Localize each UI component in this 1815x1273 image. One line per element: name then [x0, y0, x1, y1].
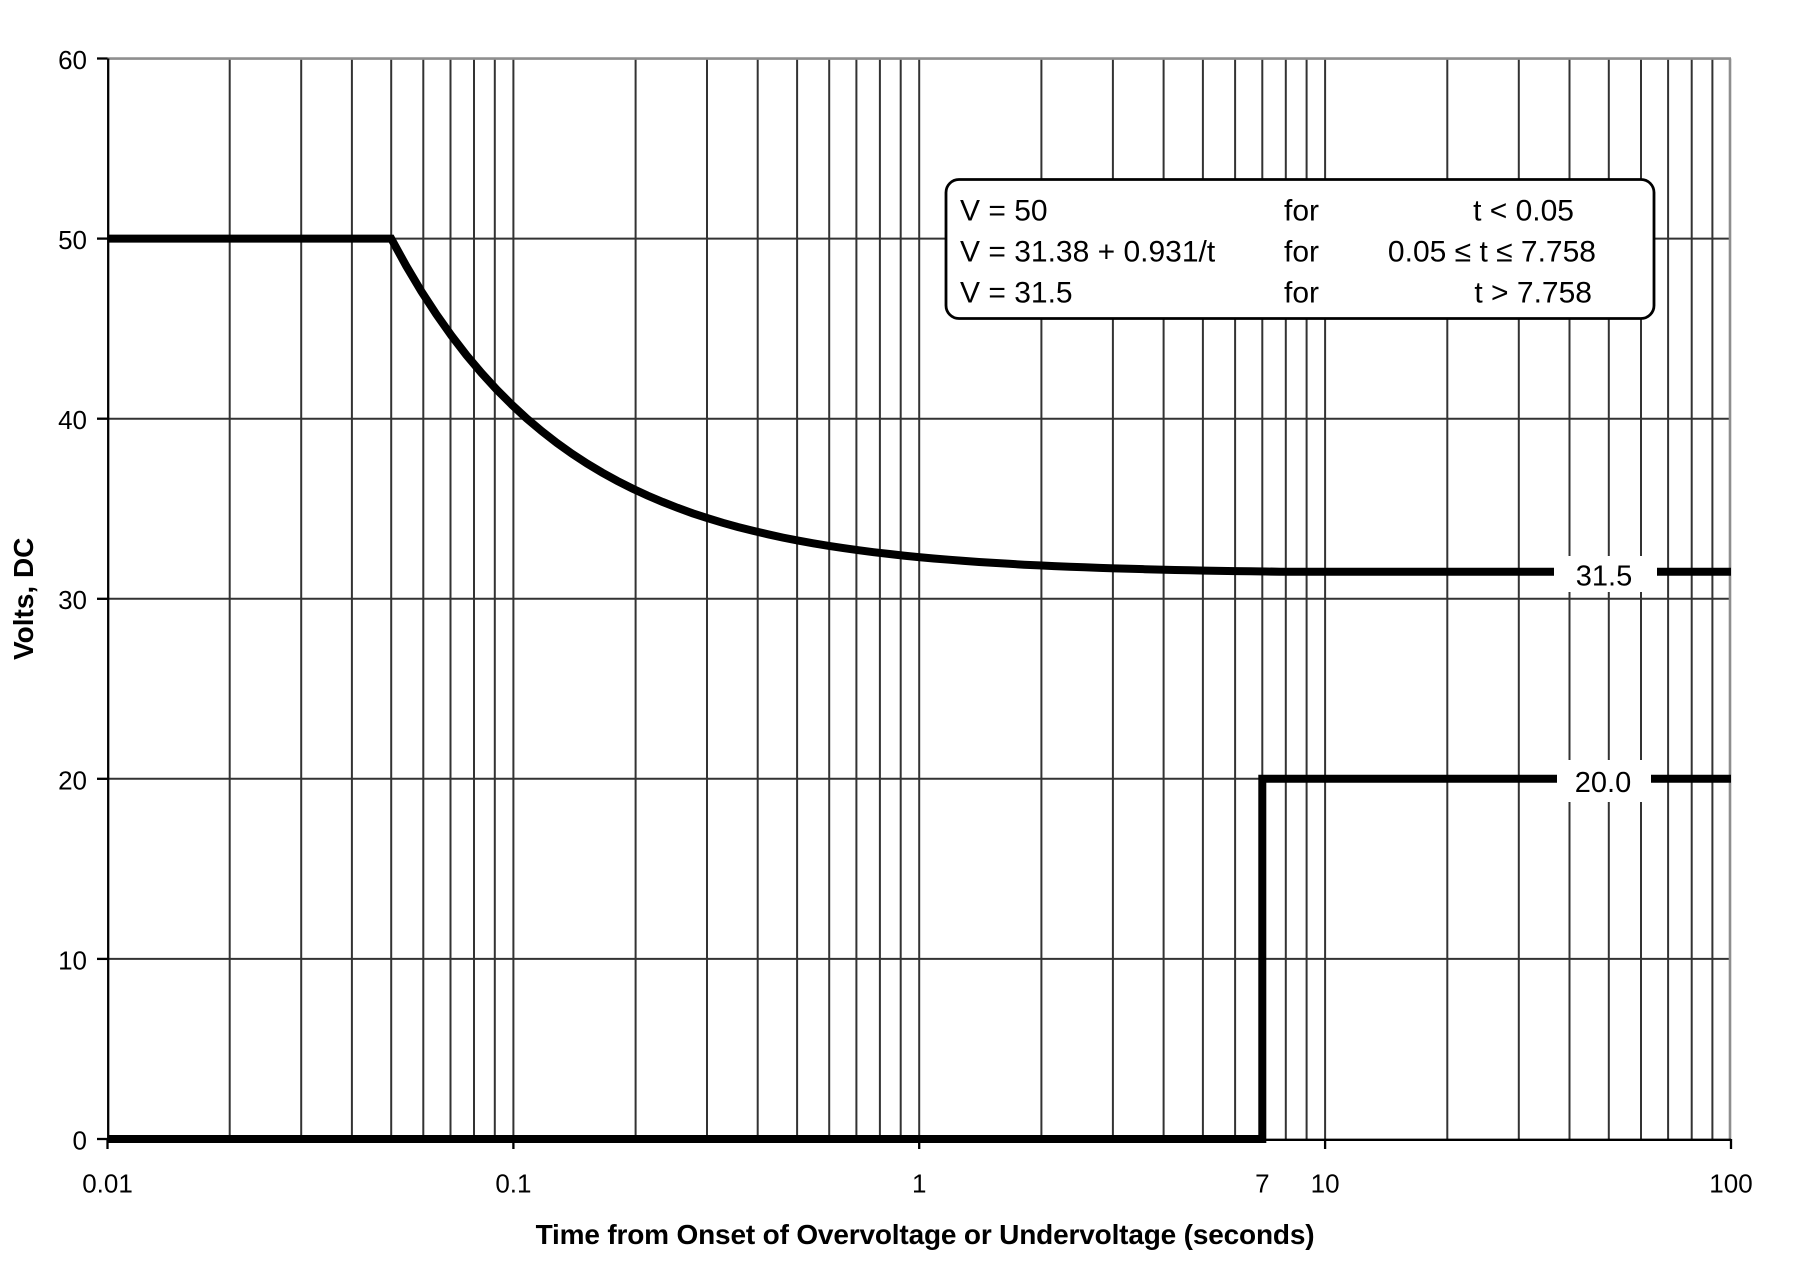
svg-text:Volts, DC: Volts, DC: [8, 538, 39, 660]
svg-text:50: 50: [58, 225, 87, 255]
svg-text:1: 1: [912, 1169, 926, 1199]
svg-text:10: 10: [1311, 1169, 1340, 1199]
svg-text:for: for: [1284, 236, 1319, 269]
svg-text:20.0: 20.0: [1575, 767, 1631, 799]
svg-text:V = 31.5: V = 31.5: [960, 277, 1073, 310]
svg-text:t < 0.05: t < 0.05: [1473, 195, 1574, 228]
svg-text:31.5: 31.5: [1576, 560, 1632, 592]
svg-text:100: 100: [1709, 1169, 1752, 1199]
svg-text:Time from Onset of Overvoltage: Time from Onset of Overvoltage or Underv…: [536, 1219, 1315, 1250]
svg-text:0.1: 0.1: [495, 1169, 531, 1199]
svg-text:30: 30: [58, 585, 87, 615]
svg-text:V = 50: V = 50: [960, 195, 1048, 228]
svg-text:0: 0: [73, 1126, 87, 1156]
svg-text:for: for: [1284, 277, 1319, 310]
svg-text:0.05 ≤ t ≤ 7.758: 0.05 ≤ t ≤ 7.758: [1388, 236, 1596, 269]
svg-text:t > 7.758: t > 7.758: [1474, 277, 1592, 310]
svg-text:7: 7: [1255, 1169, 1269, 1199]
svg-text:60: 60: [58, 45, 87, 75]
svg-text:0.01: 0.01: [82, 1169, 133, 1199]
svg-text:for: for: [1284, 195, 1319, 228]
svg-text:40: 40: [58, 405, 87, 435]
svg-text:20: 20: [58, 765, 87, 795]
svg-text:10: 10: [58, 945, 87, 975]
svg-text:V = 31.38 + 0.931/t: V = 31.38 + 0.931/t: [960, 236, 1216, 269]
